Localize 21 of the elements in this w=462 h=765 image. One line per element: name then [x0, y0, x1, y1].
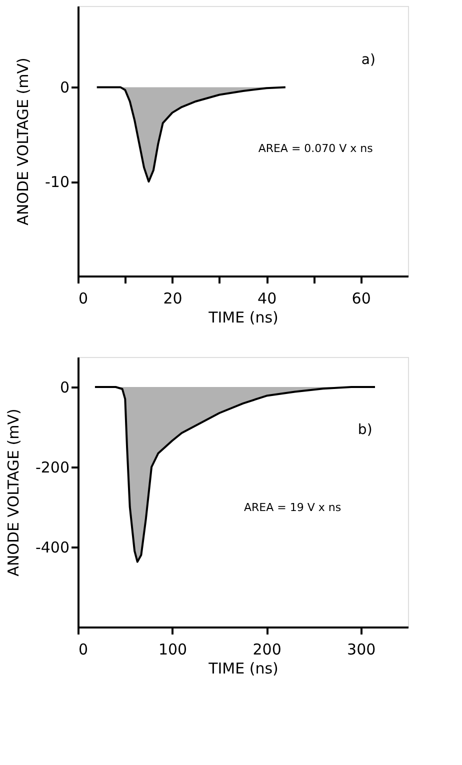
x-tick-label: 300 — [347, 640, 376, 658]
annotation: AREA = 19 V x ns — [244, 501, 342, 514]
x-tick-label: 60 — [352, 290, 371, 308]
x-tick-label: 0 — [78, 640, 88, 658]
x-tick-label: 40 — [258, 290, 277, 308]
y-axis-title: ANODE VOLTAGE (mV) — [4, 408, 22, 576]
annotation: b) — [358, 422, 372, 438]
y-axis-title: ANODE VOLTAGE (mV) — [14, 58, 32, 226]
x-axis-title: TIME (ns) — [208, 660, 278, 678]
annotation: a) — [361, 52, 376, 68]
annotation: AREA = 0.070 V x ns — [258, 142, 374, 156]
y-tick-label: -400 — [35, 538, 70, 556]
x-tick-label: 0 — [78, 290, 88, 308]
x-tick-label: 100 — [158, 640, 188, 658]
y-tick-label: 0 — [60, 378, 70, 396]
x-axis-title: TIME (ns) — [208, 308, 278, 326]
y-tick-label: -200 — [35, 458, 70, 476]
y-tick-label: 0 — [60, 78, 70, 97]
x-tick-label: 20 — [163, 290, 182, 308]
x-tick-label: 200 — [252, 640, 282, 658]
y-tick-label: -10 — [45, 173, 70, 192]
